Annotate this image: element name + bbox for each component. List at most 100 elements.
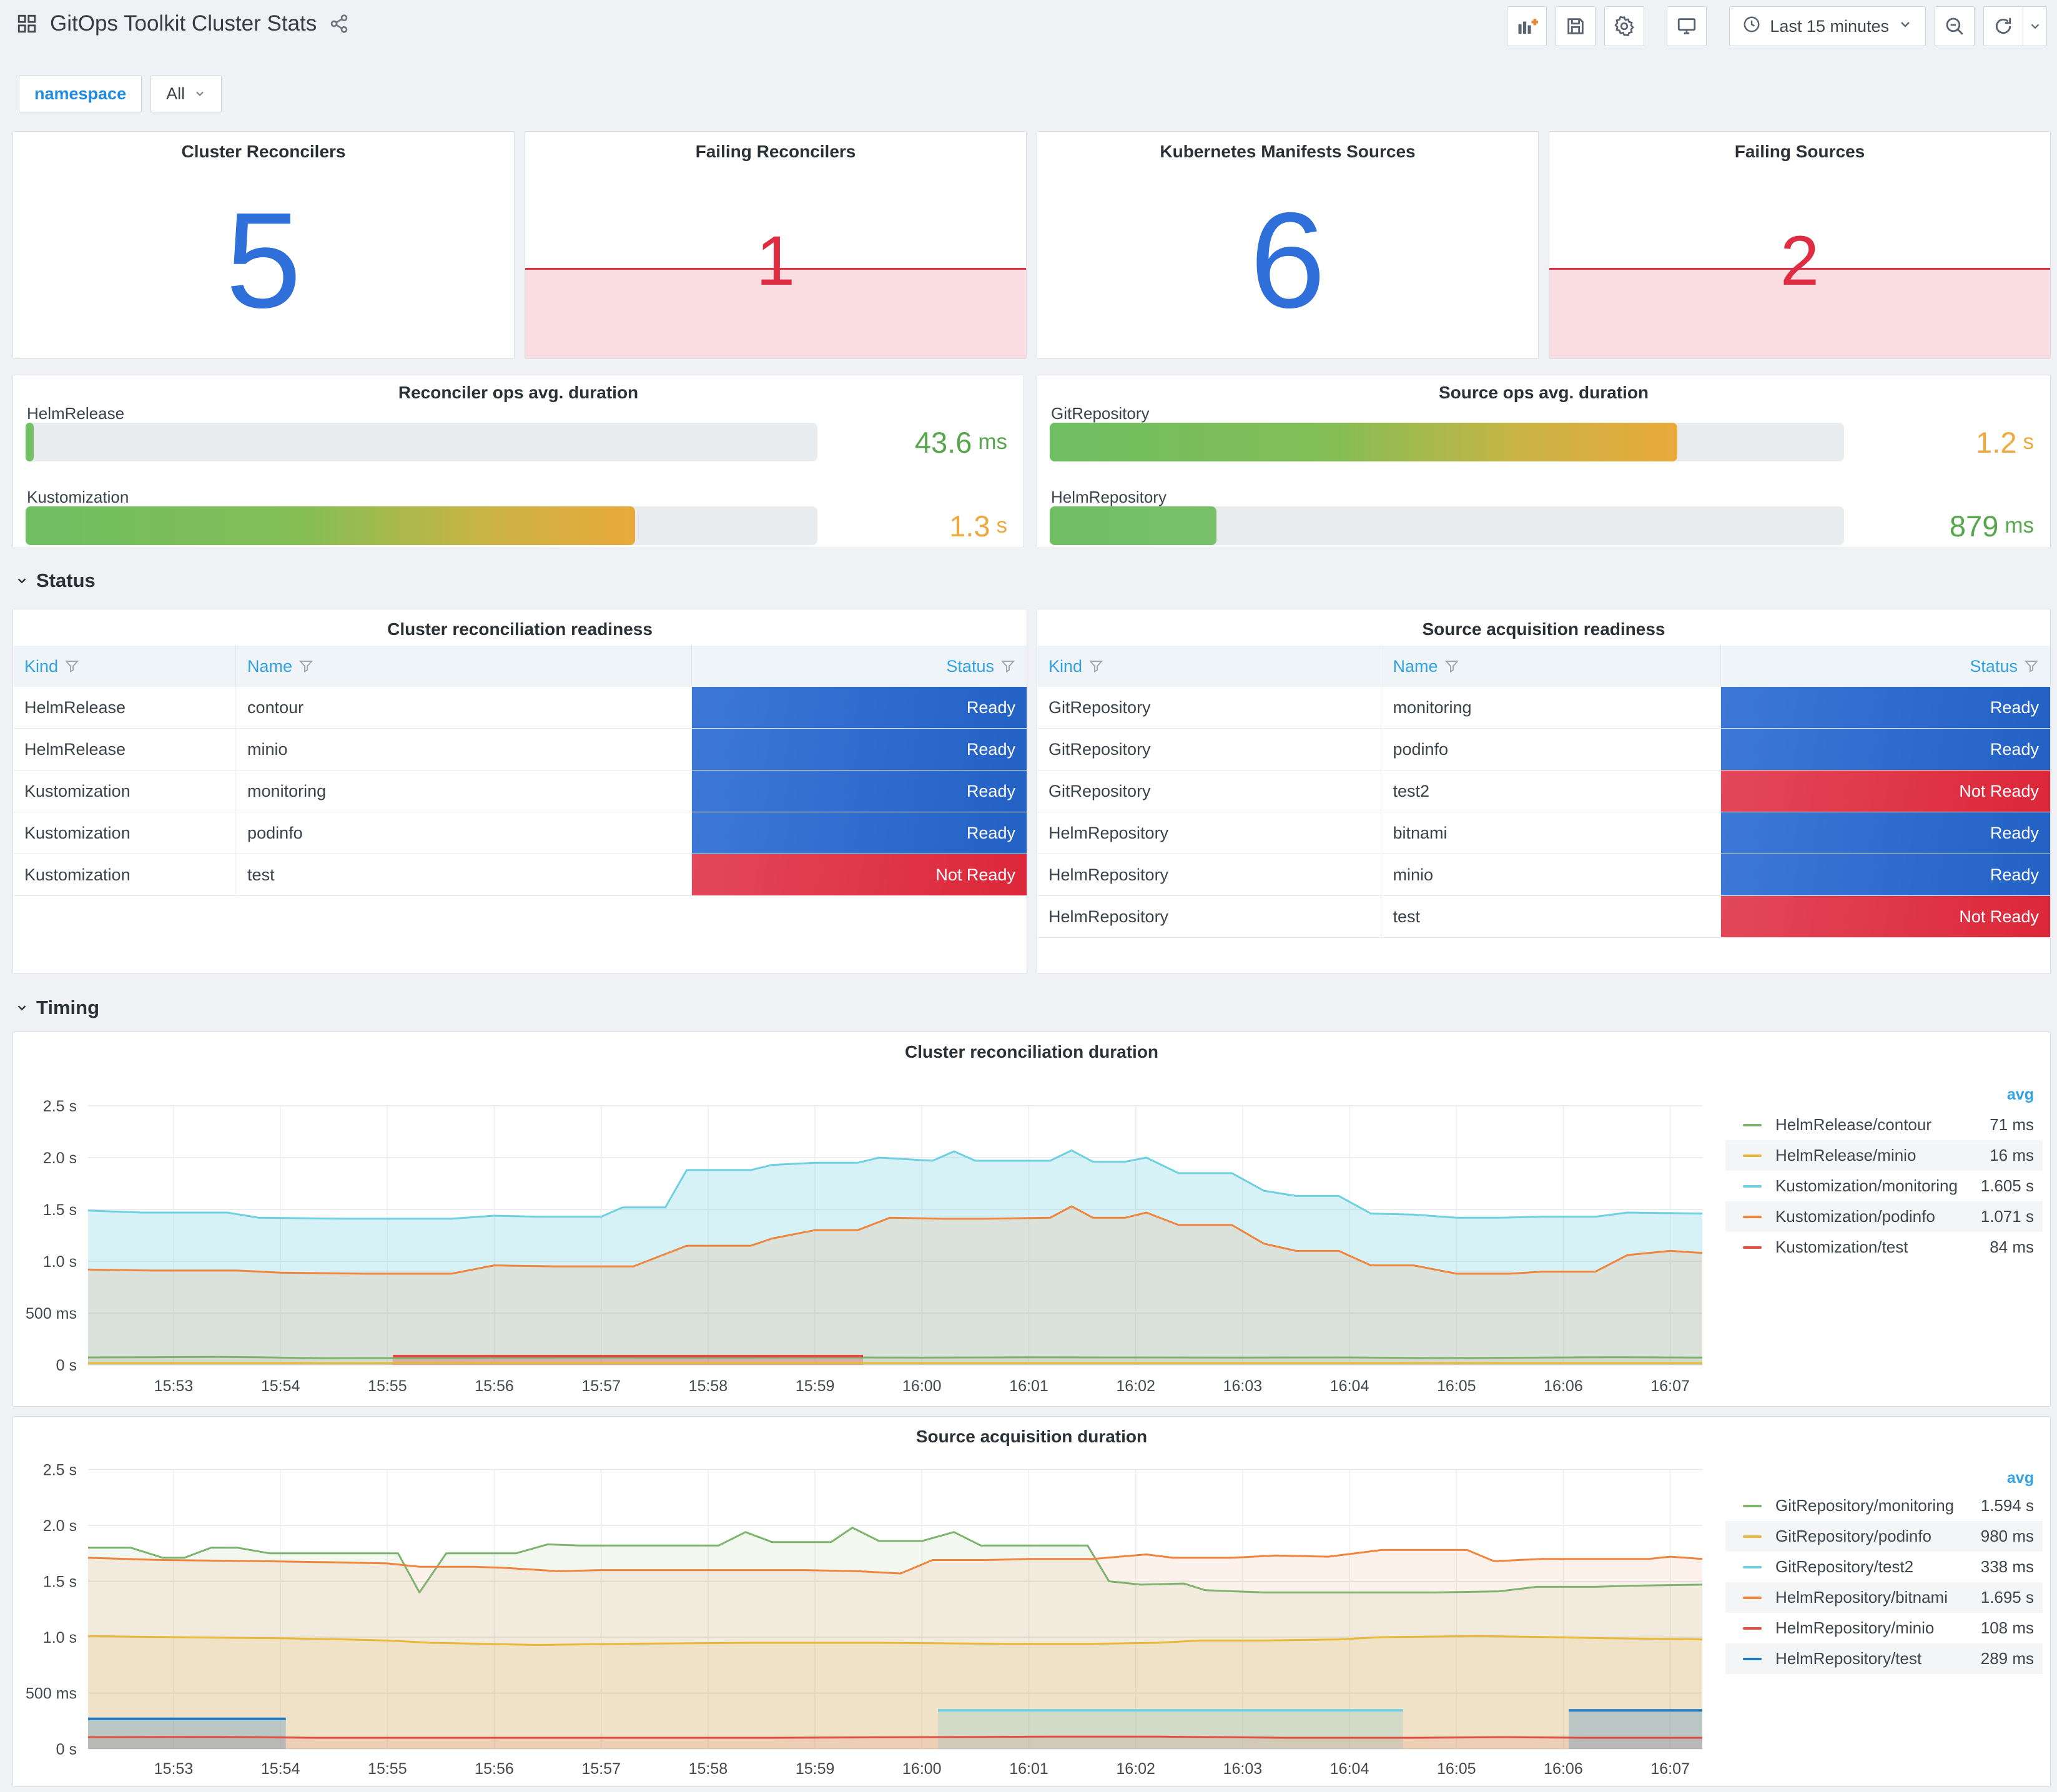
chart-plot[interactable]: 0 s 500 ms 1.0 s 1.5 s 2.0 s 2.5 s 15:53 15:54 1…: [13, 1417, 2050, 1786]
stat-panel-cluster-reconcilers: Cluster Reconcilers 5: [12, 131, 515, 359]
status-badge: Ready: [692, 812, 1027, 854]
legend-series-name[interactable]: GitRepository/podinfo: [1775, 1527, 1932, 1545]
column-header-status[interactable]: Status: [692, 646, 1027, 687]
filter-icon[interactable]: [298, 659, 313, 674]
legend-item: GitRepository/podinfo 980 ms: [1725, 1521, 2043, 1552]
legend-series-name[interactable]: Kustomization/podinfo: [1775, 1207, 1935, 1226]
svg-text:15:58: 15:58: [689, 1377, 728, 1395]
legend-avg-header[interactable]: avg: [2006, 1086, 2034, 1103]
table-body: GitRepository monitoring Ready GitRepositor…: [1037, 687, 2050, 938]
legend-item: HelmRepository/bitnami 1.695 s: [1725, 1582, 2043, 1613]
legend-item: GitRepository/test2 338 ms: [1725, 1552, 2043, 1582]
cell-name: test: [236, 854, 693, 895]
cell-name: minio: [236, 729, 693, 770]
svg-text:16:07: 16:07: [1650, 1377, 1690, 1395]
cell-kind: Kustomization: [13, 854, 237, 895]
legend-series-swatch: [1743, 1215, 1762, 1218]
table-row: Kustomization podinfo Ready: [13, 812, 1027, 854]
time-range-picker[interactable]: Last 15 minutes: [1729, 6, 1926, 46]
legend-series-avg: 16 ms: [1990, 1146, 2034, 1164]
legend-series-avg: 84 ms: [1990, 1238, 2034, 1256]
legend-series-swatch: [1743, 1246, 1762, 1249]
panel-title: Reconciler ops avg. duration: [398, 383, 639, 402]
gauge-bar-track: [1050, 506, 1844, 545]
legend-series-avg: 980 ms: [1980, 1527, 2034, 1545]
cell-name: podinfo: [236, 812, 693, 854]
chart-plot[interactable]: 0 s 500 ms 1.0 s 1.5 s 2.0 s 2.5 s 15:53 15:54 1…: [13, 1032, 2050, 1406]
legend-series-name[interactable]: HelmRepository/minio: [1775, 1618, 1935, 1637]
filter-icon[interactable]: [1444, 659, 1459, 674]
legend-series-avg: 108 ms: [1980, 1618, 2034, 1637]
section-header-status[interactable]: Status: [15, 569, 96, 592]
column-header-label: Status: [1970, 656, 2018, 676]
column-header-status[interactable]: Status: [1721, 646, 2050, 687]
legend-item: HelmRelease/minio 16 ms: [1725, 1140, 2043, 1171]
legend-series-name[interactable]: HelmRelease/minio: [1775, 1146, 1916, 1164]
gauge-value: 1.3 s: [949, 509, 1007, 543]
legend-item: Kustomization/monitoring 1.605 s: [1725, 1171, 2043, 1201]
svg-text:1.5 s: 1.5 s: [43, 1573, 77, 1591]
column-header-kind[interactable]: Kind: [1037, 646, 1382, 687]
gauge-value: 1.2 s: [1976, 425, 2034, 459]
column-header-name[interactable]: Name: [236, 646, 693, 687]
filter-icon[interactable]: [1088, 659, 1103, 674]
section-header-timing[interactable]: Timing: [15, 997, 99, 1019]
status-badge: Ready: [1720, 687, 2050, 728]
legend-series-name[interactable]: HelmRepository/test: [1775, 1649, 1922, 1668]
stat-sparkline-area: [525, 267, 1026, 358]
refresh-button[interactable]: [1984, 7, 2023, 46]
stat-panels-row: Cluster Reconcilers 5 Failing Reconcilers 1…: [12, 131, 2051, 359]
share-icon[interactable]: [329, 14, 349, 34]
cell-name: contour: [236, 687, 693, 728]
svg-text:500 ms: 500 ms: [26, 1685, 77, 1703]
gauge-value: 43.6 ms: [914, 425, 1007, 459]
legend-series-avg: 1.695 s: [1980, 1588, 2034, 1607]
cell-status: Not Ready: [1720, 896, 2050, 937]
column-header-kind[interactable]: Kind: [13, 646, 237, 687]
filter-icon[interactable]: [2024, 659, 2039, 674]
legend-series-avg: 1.605 s: [1980, 1176, 2034, 1195]
cell-name: bitnami: [1381, 812, 1721, 854]
cell-status: Ready: [1720, 687, 2050, 728]
legend-avg-header[interactable]: avg: [2006, 1469, 2034, 1487]
legend-item: HelmRelease/contour 71 ms: [1725, 1110, 2043, 1140]
time-range-label: Last 15 minutes: [1770, 16, 1889, 36]
stat-panel-kubernetes-manifests-sources: Kubernetes Manifests Sources 6: [1037, 131, 1539, 359]
legend-series-name[interactable]: Kustomization/test: [1775, 1238, 1908, 1256]
zoom-out-button[interactable]: [1935, 6, 1975, 46]
legend-series-name[interactable]: HelmRelease/contour: [1775, 1115, 1932, 1134]
apps-icon[interactable]: [16, 13, 37, 34]
svg-text:16:02: 16:02: [1116, 1760, 1155, 1778]
cell-kind: GitRepository: [1037, 729, 1382, 770]
filter-icon[interactable]: [64, 659, 79, 674]
gauge-bar-fill: [1050, 506, 1217, 545]
svg-text:0 s: 0 s: [56, 1357, 77, 1374]
panel-title: Kubernetes Manifests Sources: [1160, 142, 1416, 161]
svg-text:16:00: 16:00: [902, 1760, 942, 1778]
cell-status: Not Ready: [692, 854, 1027, 895]
legend-series-name[interactable]: HelmRepository/bitnami: [1775, 1588, 1948, 1607]
chart-legend: avg GitRepository/monitoring 1.594 s GitRep…: [1725, 1417, 2043, 1786]
variable-label-namespace: namespace: [19, 75, 142, 112]
add-panel-button[interactable]: [1507, 6, 1547, 46]
refresh-interval-dropdown[interactable]: [2023, 7, 2046, 46]
gauge-row-label: Kustomization: [27, 488, 129, 506]
cell-status: Ready: [1720, 729, 2050, 770]
svg-text:15:59: 15:59: [796, 1760, 835, 1778]
gauge-row-label: HelmRepository: [1051, 488, 1167, 506]
gauge-bar-fill: [26, 506, 636, 545]
legend-series-swatch: [1743, 1657, 1762, 1660]
legend-series-avg: 1.594 s: [1980, 1496, 2034, 1515]
cell-kind: Kustomization: [13, 770, 237, 812]
cell-status: Ready: [1720, 854, 2050, 895]
tv-mode-button[interactable]: [1667, 6, 1707, 46]
filter-icon[interactable]: [1000, 659, 1015, 674]
legend-series-name[interactable]: Kustomization/monitoring: [1775, 1176, 1958, 1195]
column-header-name[interactable]: Name: [1381, 646, 1721, 687]
settings-button[interactable]: [1604, 6, 1645, 46]
save-dashboard-button[interactable]: [1556, 6, 1596, 46]
legend-series-name[interactable]: GitRepository/test2: [1775, 1557, 1914, 1576]
legend-series-name[interactable]: GitRepository/monitoring: [1775, 1496, 1955, 1515]
status-badge: Ready: [1720, 729, 2050, 770]
variable-value-dropdown[interactable]: All: [150, 75, 222, 112]
